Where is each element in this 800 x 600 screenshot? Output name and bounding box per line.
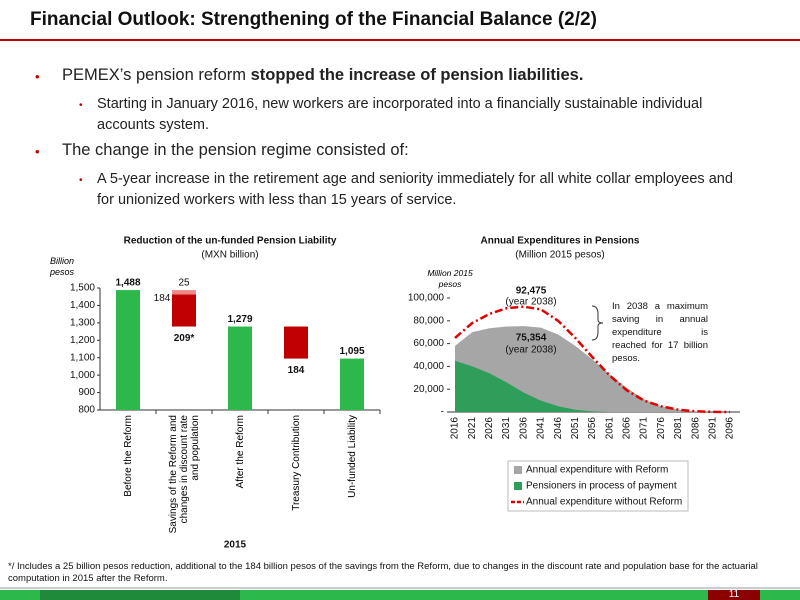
x-tick-label: 2036	[518, 417, 529, 440]
sub-bullet: • A 5-year increase in the retirement age…	[79, 169, 737, 211]
annotation: (year 2038)	[505, 345, 556, 356]
bullet-text: The change in the pension regime consist…	[62, 141, 409, 159]
chart-title: Reduction of the un-funded Pension Liabi…	[124, 236, 337, 247]
y-tick-label: 40,000	[413, 361, 444, 372]
x-tick-text: Treasury Contribution	[290, 415, 302, 511]
y-tick-label: 1,500	[70, 283, 95, 294]
y-tick-label: 60,000	[413, 338, 444, 349]
annotation: 75,354	[516, 333, 547, 344]
x-tick-label: 2021	[467, 417, 478, 440]
chart-title: Annual Expenditures in Pensions	[481, 236, 640, 247]
note: In 2038 a maximum saving in annual expen…	[612, 301, 708, 364]
x-tick-label: 2081	[673, 417, 684, 440]
x-tick-label: 2066	[622, 417, 633, 440]
slide-title: Financial Outlook: Strengthening of the …	[30, 9, 597, 30]
legend-label: Annual expenditure without Reform	[526, 497, 682, 508]
y-tick-label: -	[441, 407, 444, 418]
bullet-dot: •	[35, 69, 40, 84]
segment-label: 184	[288, 365, 305, 376]
value-label: 1,279	[227, 314, 252, 325]
bar	[340, 358, 364, 410]
x-tick-label: Un-funded Liability	[332, 415, 372, 535]
decrease-bar	[172, 294, 196, 327]
decrease-bar	[172, 290, 196, 295]
sub-bullet-text: Starting in January 2016, new workers ar…	[97, 96, 703, 133]
legend-swatch	[514, 482, 522, 490]
footnote: */ Includes a 25 billion pesos reduction…	[8, 561, 758, 584]
legend-swatch	[514, 466, 522, 474]
bullet-dot: •	[79, 100, 83, 111]
y-tick-label: 1,000	[70, 370, 95, 381]
x-tick-label: 2016	[450, 417, 461, 440]
x-tick-label: 2041	[536, 417, 547, 440]
page-box	[708, 590, 760, 600]
x-tick-label: 2051	[570, 417, 581, 440]
segment-label: 25	[178, 278, 190, 289]
legend-label: Pensioners in process of payment	[526, 481, 677, 492]
sub-bullet-text: A 5-year increase in the retirement age …	[97, 171, 733, 208]
bar	[116, 290, 140, 410]
bullet-text: PEMEX’s pension reform	[62, 66, 251, 84]
y-axis-label: Billion pesos	[50, 256, 75, 277]
y-tick-label: 20,000	[413, 384, 444, 395]
footer-bar	[0, 590, 800, 600]
x-tick-label: Treasury Contribution	[276, 415, 316, 535]
y-tick-label: 100,000	[408, 293, 445, 304]
value-label: 1,488	[115, 278, 140, 289]
x-tick-label: Savings of the Reform and changes in dis…	[164, 415, 204, 535]
x-tick-label: 2056	[587, 417, 598, 440]
y-tick-label: 1,200	[70, 335, 95, 346]
decrease-label: 209*	[174, 333, 195, 344]
x-tick-label: 2031	[501, 417, 512, 440]
y-axis-label: Million 2015 pesos	[427, 268, 473, 289]
x-tick-label: 2086	[690, 417, 701, 440]
bullet: • The change in the pension regime consis…	[35, 141, 762, 160]
bullet-bold: stopped the increase of pension liabilit…	[250, 66, 584, 84]
x-tick-text: Savings of the Reform and changes in dis…	[167, 415, 201, 534]
area	[455, 360, 730, 412]
x-axis-label: 2015	[224, 540, 247, 551]
page-number: 11	[728, 589, 740, 600]
bullet-dot: •	[35, 144, 40, 159]
x-tick-label: 2076	[656, 417, 667, 440]
footer-accent	[40, 590, 240, 600]
x-tick-label: 2026	[484, 417, 495, 440]
chart-subtitle: (MXN billion)	[201, 250, 258, 261]
y-tick-label: 900	[78, 387, 95, 398]
segment-label: 184	[154, 293, 171, 304]
y-tick-label: 800	[78, 405, 95, 416]
x-tick-label: After the Reform	[220, 415, 260, 535]
y-tick-label: 80,000	[413, 315, 444, 326]
x-tick-text: After the Reform	[234, 415, 246, 489]
decrease-bar	[284, 326, 308, 359]
annotation: (year 2038)	[505, 297, 556, 308]
chart-subtitle: (Million 2015 pesos)	[515, 250, 605, 261]
y-tick-label: 1,300	[70, 317, 95, 328]
sub-bullet: • Starting in January 2016, new workers a…	[79, 94, 737, 136]
x-tick-label: 2061	[604, 417, 615, 440]
bullet: • PEMEX’s pension reform stopped the incr…	[35, 66, 762, 85]
x-tick-text: Un-funded Liability	[346, 415, 358, 498]
x-tick-label: 2046	[553, 417, 564, 440]
x-tick-label: 2096	[725, 417, 736, 440]
line	[454, 305, 731, 414]
brace	[591, 305, 604, 341]
y-tick-label: 1,100	[70, 352, 95, 363]
x-tick-label: 2091	[707, 417, 718, 440]
x-tick-label: Before the Reform	[108, 415, 148, 535]
bar	[228, 326, 252, 410]
bullet-dot: •	[79, 175, 83, 186]
value-label: 1,095	[339, 346, 364, 357]
x-tick-text: Before the Reform	[122, 415, 134, 497]
y-tick-label: 1,400	[70, 300, 95, 311]
annotation: 92,475	[516, 286, 547, 297]
legend-label: Annual expenditure with Reform	[526, 465, 668, 476]
area	[455, 326, 730, 412]
legend-box	[507, 460, 689, 512]
x-tick-label: 2071	[639, 417, 650, 440]
